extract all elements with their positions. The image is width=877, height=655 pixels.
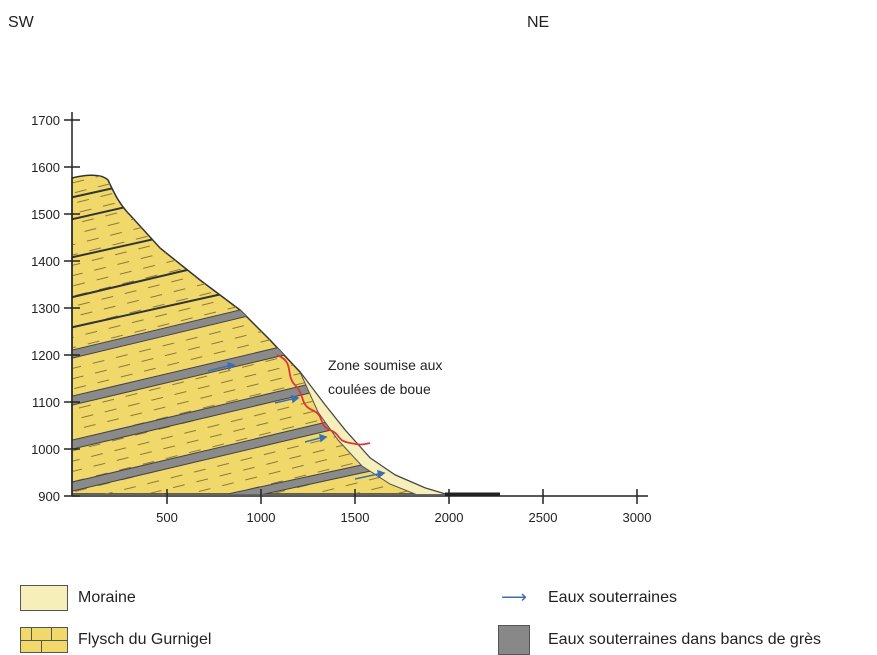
y-tick-label: 1700 bbox=[31, 113, 60, 128]
legend-moraine-label: Moraine bbox=[78, 589, 136, 606]
y-tick-label: 1000 bbox=[31, 442, 60, 457]
annotation-line-1: Zone soumise aux bbox=[328, 357, 442, 373]
legend-groundwater-sandstone: Eaux souterraines dans bancs de grès bbox=[498, 625, 821, 655]
y-tick-label: 900 bbox=[38, 489, 60, 504]
legend-moraine: Moraine bbox=[20, 585, 136, 611]
y-tick-label: 1600 bbox=[31, 160, 60, 175]
y-tick-label: 1200 bbox=[31, 348, 60, 363]
x-tick-label: 3000 bbox=[623, 510, 652, 525]
y-tick-label: 1400 bbox=[31, 254, 60, 269]
ne-label: NE bbox=[527, 14, 550, 31]
sw-label: SW bbox=[8, 14, 34, 31]
flysch-body bbox=[71, 174, 500, 496]
legend-flysch-label: Flysch du Gurnigel bbox=[78, 631, 212, 648]
legend-groundwater-sandstone-label: Eaux souterraines dans bancs de grès bbox=[548, 631, 822, 648]
cross-section-diagram: Zone soumise aux coulées de boue 900 1000… bbox=[31, 112, 652, 525]
moraine-layer bbox=[299, 371, 445, 494]
x-tick-label: 1500 bbox=[341, 510, 370, 525]
groundwater-arrow bbox=[354, 469, 386, 480]
annotation-line-2: coulées de boue bbox=[328, 381, 431, 397]
x-tick-label: 2000 bbox=[435, 510, 464, 525]
groundwater-arrow bbox=[207, 361, 236, 372]
x-tick-label: 500 bbox=[156, 510, 178, 525]
groundwater-arrow-icon: ⟶ bbox=[501, 587, 527, 607]
legend-flysch: Flysch du Gurnigel bbox=[20, 627, 211, 653]
mudflow-zone-line bbox=[276, 354, 371, 446]
y-tick-label: 1100 bbox=[32, 395, 60, 410]
moraine-swatch bbox=[20, 585, 68, 611]
legend-groundwater-label: Eaux souterraines bbox=[548, 588, 677, 606]
y-tick-label: 1300 bbox=[31, 301, 60, 316]
groundwater-arrow bbox=[274, 394, 300, 404]
x-tick-label: 1000 bbox=[247, 510, 276, 525]
flysch-swatch bbox=[20, 627, 68, 653]
legend-groundwater: ⟶ Eaux souterraines bbox=[498, 587, 677, 608]
sandstone-swatch bbox=[498, 625, 530, 655]
groundwater-arrow bbox=[304, 433, 328, 443]
y-tick-label: 1500 bbox=[31, 207, 60, 222]
x-tick-label: 2500 bbox=[529, 510, 558, 525]
